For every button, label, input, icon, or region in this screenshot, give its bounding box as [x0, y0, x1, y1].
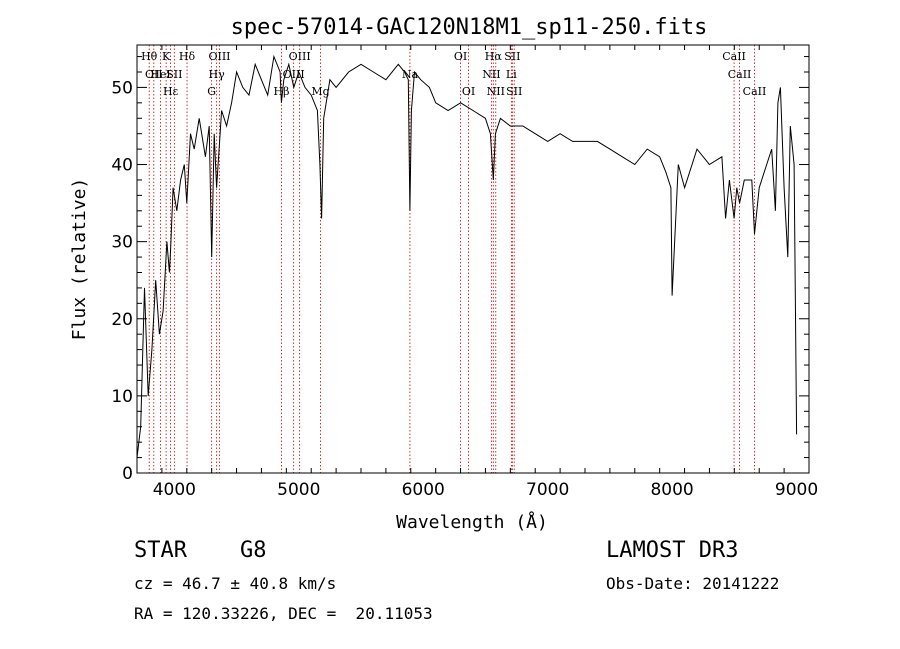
line-label-12: OIII	[289, 50, 311, 63]
x-tick-label: 9000	[775, 480, 818, 500]
x-tick-label: 6000	[402, 480, 445, 500]
line-label-20: Li	[506, 68, 517, 81]
line-label-11: OIII	[283, 68, 305, 81]
line-label-21: SII	[504, 50, 520, 63]
survey-name: LAMOST DR3	[606, 538, 739, 563]
y-tick-label: 50	[111, 78, 133, 98]
object-class: STAR	[134, 538, 187, 563]
y-tick-label: 20	[111, 310, 133, 330]
line-label-15: OI	[454, 50, 467, 63]
chart-title: spec-57014-GAC120N18M1_sp11-250.fits	[231, 15, 708, 40]
plot-frame	[136, 44, 810, 474]
line-label-10: Hβ	[274, 85, 290, 98]
line-label-8: Hγ	[209, 68, 226, 81]
line-label-3: K	[162, 50, 171, 63]
y-tick-label: 40	[111, 156, 133, 176]
line-label-16: OI	[462, 85, 475, 98]
x-axis-label: Wavelength (Å)	[396, 511, 548, 533]
line-label-23: CaII	[722, 50, 746, 63]
redshift-velocity: cz = 46.7 ± 40.8 km/s	[134, 574, 337, 593]
coordinates: RA = 120.33226, DEC = 20.11053	[134, 604, 433, 623]
line-label-18: Hα	[485, 50, 503, 63]
line-label-7: G	[207, 85, 216, 98]
line-label-2: HeI	[150, 68, 170, 81]
observation-date: Obs-Date: 20141222	[606, 574, 780, 593]
x-tick-label: 4000	[153, 480, 196, 500]
spectral-line-markers	[148, 45, 755, 473]
line-label-9: OIII	[208, 50, 230, 63]
y-axis-label: Flux (relative)	[69, 178, 90, 341]
line-label-1: OII	[145, 68, 163, 81]
x-axis-ticks: 4000 5000 6000 7000 8000 9000	[153, 45, 818, 500]
line-label-5: SII	[166, 68, 182, 81]
line-label-6: Hδ	[179, 50, 196, 63]
x-tick-label: 5000	[277, 480, 320, 500]
x-tick-label: 8000	[650, 480, 693, 500]
line-label-24: CaII	[728, 68, 752, 81]
spectrum-chart: spec-57014-GAC120N18M1_sp11-250.fits Hθ O…	[69, 15, 818, 533]
line-label-0: Hθ	[141, 50, 158, 63]
line-label-22: SII	[506, 85, 522, 98]
y-axis-ticks: 0 10 20 30 40 50	[111, 56, 809, 484]
line-label-17: NII	[482, 68, 500, 81]
flux-series-line	[136, 54, 798, 458]
line-label-19: NII	[487, 85, 505, 98]
y-tick-label: 30	[111, 233, 133, 253]
y-tick-label: 0	[122, 464, 133, 484]
spectral-line-labels: HθOIIHeIKHεSIIHδGHγOIIIHβOIIIOIIIMgNaOIO…	[141, 50, 766, 98]
object-subclass: G8	[240, 538, 267, 563]
line-label-4: Hε	[163, 85, 179, 98]
x-tick-label: 7000	[526, 480, 569, 500]
y-tick-label: 10	[111, 387, 133, 407]
line-label-25: CaII	[743, 85, 767, 98]
line-label-13: Mg	[311, 85, 329, 98]
